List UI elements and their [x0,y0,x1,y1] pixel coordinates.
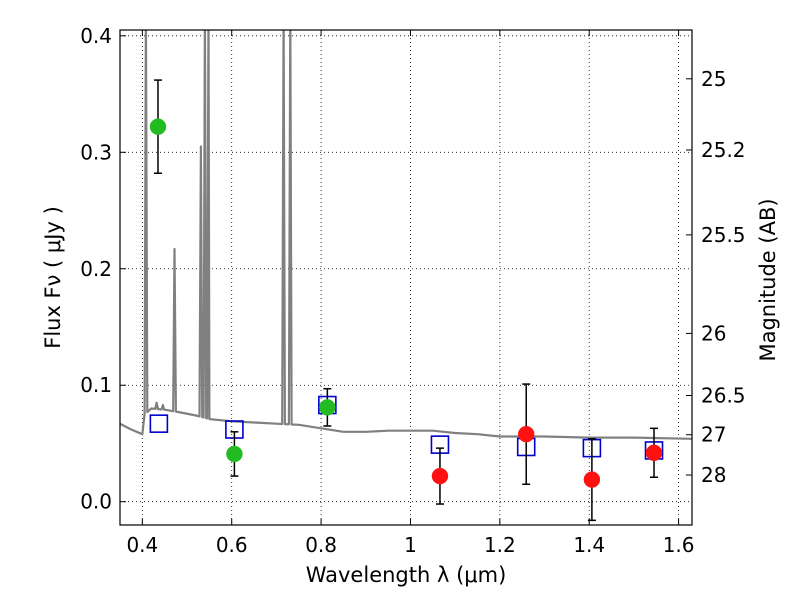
axis-ticks: 0.4 0.6 0.8 1 1.2 1.4 1.6 0.0 0.1 0.2 0.3 0.4 25 25.2… [80,24,745,557]
y-tick-label: 0.0 [80,490,112,514]
y2-tick-label: 26.5 [701,383,746,407]
model-flux-square-marker [149,414,169,433]
observed-flux-marker [149,118,167,135]
y2-tick-label: 25 [701,67,726,91]
sed-model-line [120,30,692,440]
x-tick-label: 0.8 [305,533,337,557]
observed-flux-marker [319,399,336,416]
observed-flux-marker [645,444,663,462]
observed-flux-marker [583,471,601,488]
x-tick-label: 1.6 [663,533,695,557]
photometry-points [149,79,664,522]
y2-tick-label: 27 [701,423,726,447]
y2-tick-label: 28 [701,463,726,487]
x-tick-label: 1.4 [573,533,605,557]
y-tick-label: 0.4 [80,24,112,48]
observed-flux-marker [431,467,449,485]
y-tick-label: 0.3 [80,140,112,164]
x-axis-label: Wavelength λ (μm) [306,563,507,587]
x-tick-label: 1 [404,533,417,557]
y2-axis-label: Magnitude (AB) [756,198,780,361]
plot-frame [119,29,693,526]
grid-layer [120,30,692,525]
y-tick-label: 0.1 [80,373,112,397]
y-axis-label: Flux Fν ( μJy ) [41,206,65,349]
x-tick-label: 0.4 [126,533,158,557]
x-tick-label: 1.2 [484,533,516,557]
y2-tick-label: 25.2 [701,138,746,162]
observed-flux-marker [517,425,535,443]
y-tick-label: 0.2 [80,257,112,281]
sed-model-spectrum [120,30,692,440]
y2-tick-label: 25.5 [701,223,746,247]
axis-labels: Wavelength λ (μm) Flux Fν ( μJy ) Magnit… [41,198,780,587]
observed-flux-marker [226,445,243,463]
y2-tick-label: 26 [701,321,726,345]
x-tick-label: 0.6 [216,533,248,557]
